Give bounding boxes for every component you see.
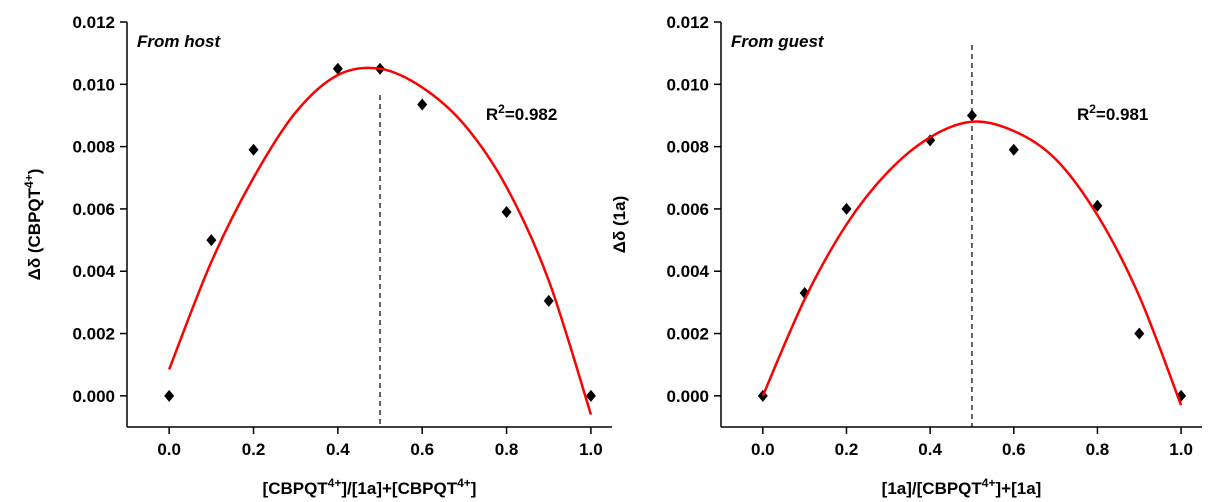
data-point — [332, 62, 343, 75]
fit-label-part: R — [1077, 105, 1089, 124]
y-axis-label-part: Δδ (CBPQT — [25, 187, 44, 280]
y-axis-label-part: ) — [25, 169, 44, 175]
fit-label-part: R — [486, 105, 498, 124]
data-point — [164, 389, 175, 402]
y-tick-label: 0.006 — [72, 200, 115, 219]
x-axis-label-part: ]/[1a]+[CBPQT — [341, 479, 457, 498]
data-point — [206, 234, 217, 247]
y-axis-label: Δδ (CBPQT4+) — [22, 169, 44, 281]
y-tick-label: 0.002 — [666, 325, 709, 344]
data-point — [1134, 327, 1145, 340]
x-tick-label: 1.0 — [579, 440, 603, 459]
data-point — [501, 206, 512, 219]
y-tick-label: 0.010 — [666, 75, 709, 94]
fit-curve — [761, 120, 1183, 406]
x-axis-label: [1a]/[CBPQT4+]+[1a] — [882, 476, 1042, 498]
fit-label: R2=0.982 — [486, 102, 557, 124]
annotation: From host — [137, 32, 221, 51]
fit-label-part: 2 — [498, 102, 505, 116]
data-point — [585, 389, 596, 402]
x-axis-label-part: 4+ — [457, 476, 471, 490]
x-axis-label-part: ]+[1a] — [995, 479, 1041, 498]
fit-label: R2=0.981 — [1077, 102, 1148, 124]
x-axis-label-part: 4+ — [982, 476, 996, 490]
y-axis-label-part: Δδ (1a) — [610, 196, 629, 253]
x-tick-label: 0.8 — [1086, 440, 1110, 459]
x-tick-label: 0.0 — [157, 440, 181, 459]
y-tick-label: 0.004 — [72, 262, 115, 281]
fit-label-part: =0.982 — [505, 105, 557, 124]
y-axis-label: Δδ (1a) — [610, 196, 629, 253]
data-point — [966, 109, 977, 122]
x-tick-label: 0.2 — [242, 440, 266, 459]
data-point — [1008, 143, 1019, 156]
x-tick-label: 0.4 — [326, 440, 350, 459]
annotation: From guest — [731, 32, 825, 51]
y-tick-label: 0.006 — [666, 200, 709, 219]
x-axis-label-part: 4+ — [328, 476, 342, 490]
x-axis-label: [CBPQT4+]/[1a]+[CBPQT4+] — [263, 476, 477, 498]
y-tick-label: 0.008 — [72, 138, 115, 157]
x-axis-label-part: ] — [471, 479, 477, 498]
x-tick-label: 0.6 — [1002, 440, 1026, 459]
y-tick-label: 0.004 — [666, 262, 709, 281]
x-axis-label-part: [1a]/[CBPQT — [882, 479, 983, 498]
fit-label-part: 2 — [1089, 102, 1096, 116]
y-tick-label: 0.008 — [666, 138, 709, 157]
x-tick-label: 0.6 — [410, 440, 434, 459]
x-tick-label: 0.8 — [495, 440, 519, 459]
fit-curve — [168, 66, 593, 415]
y-tick-label: 0.000 — [72, 387, 115, 406]
fit-label-part: =0.981 — [1096, 105, 1148, 124]
x-tick-label: 0.4 — [918, 440, 942, 459]
y-tick-label: 0.012 — [666, 13, 709, 32]
y-tick-label: 0.012 — [72, 13, 115, 32]
x-tick-label: 0.2 — [835, 440, 859, 459]
x-tick-label: 1.0 — [1169, 440, 1193, 459]
x-axis-label-part: [CBPQT — [263, 479, 329, 498]
y-tick-label: 0.000 — [666, 387, 709, 406]
data-point — [543, 294, 554, 307]
y-tick-label: 0.010 — [72, 75, 115, 94]
data-point — [248, 143, 259, 156]
data-point — [417, 98, 428, 111]
y-tick-label: 0.002 — [72, 325, 115, 344]
x-tick-label: 0.0 — [751, 440, 775, 459]
data-point — [841, 202, 852, 215]
y-axis-label-part: 4+ — [22, 174, 36, 188]
